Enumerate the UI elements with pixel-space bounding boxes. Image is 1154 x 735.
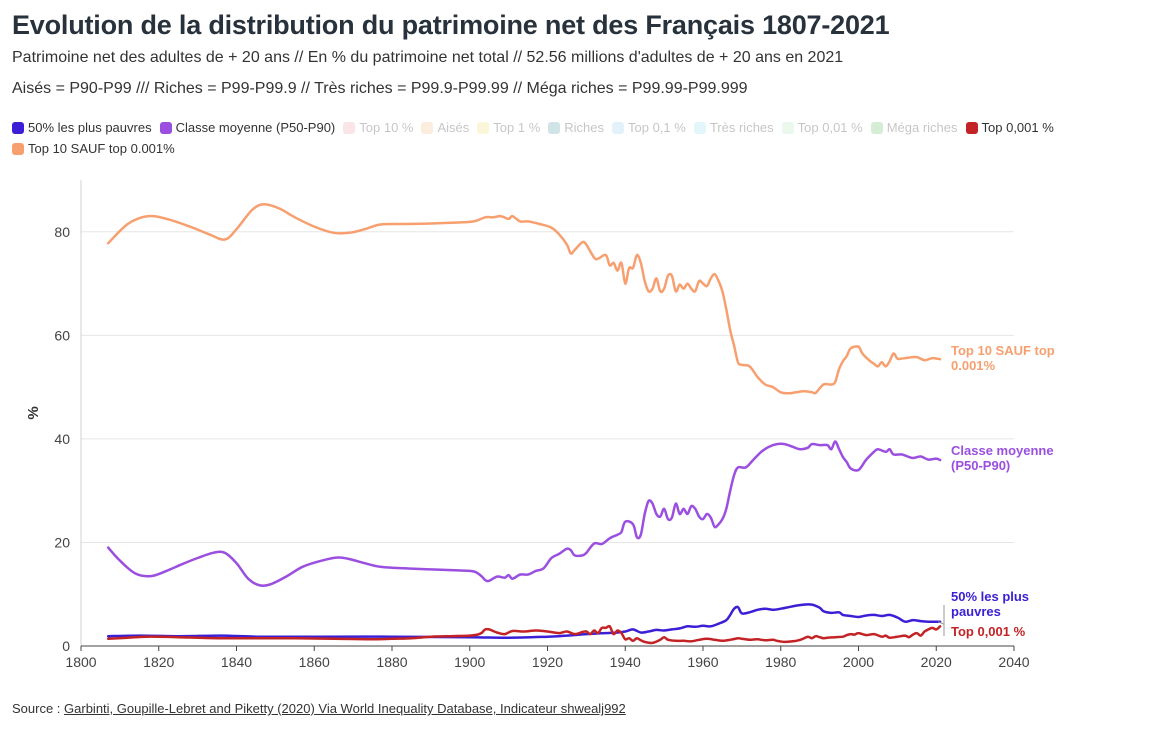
series-end-label: 50% les plus pauvres xyxy=(951,589,1029,619)
x-tick-label: 1920 xyxy=(532,654,563,670)
x-tick-label: 1860 xyxy=(299,654,330,670)
series-end-label-line: 0.001% xyxy=(951,358,996,373)
x-tick-label: 1840 xyxy=(221,654,252,670)
x-tick-label: 1980 xyxy=(765,654,796,670)
legend-item[interactable]: Top 0,001 % xyxy=(965,117,1054,138)
legend-swatch xyxy=(421,121,434,134)
legend-label: Très riches xyxy=(709,120,774,135)
legend-item[interactable]: Top 0,1 % xyxy=(612,117,686,138)
label-connector xyxy=(937,605,945,636)
legend-item[interactable]: Top 1 % xyxy=(477,117,540,138)
y-tick-label: 80 xyxy=(54,224,70,240)
legend-label: Méga riches xyxy=(886,120,958,135)
legend-item[interactable]: Méga riches xyxy=(870,117,958,138)
series-end-label-line: 50% les plus xyxy=(951,589,1029,604)
legend-swatch xyxy=(781,121,794,134)
legend-swatch xyxy=(965,121,978,134)
x-tick-label: 1800 xyxy=(65,654,96,670)
x-tick-label: 1960 xyxy=(687,654,718,670)
series-line xyxy=(106,440,942,588)
series-end-label: Top 0,001 % xyxy=(951,624,1026,639)
legend-swatch xyxy=(12,142,24,155)
series-end-label-line: Classe moyenne xyxy=(951,443,1054,458)
series-end-label-line: pauvres xyxy=(951,604,1001,619)
x-tick-label: 1900 xyxy=(454,654,485,670)
legend-label: Top 0,01 % xyxy=(797,120,863,135)
legend-item[interactable]: Riches xyxy=(548,117,604,138)
series-line xyxy=(106,603,942,639)
legend-swatch xyxy=(870,121,883,134)
legend-label: Top 0,001 % xyxy=(981,120,1054,135)
legend-label: Top 10 SAUF top 0.001% xyxy=(28,141,175,156)
x-tick-label: 2000 xyxy=(843,654,874,670)
legend-item[interactable]: Classe moyenne (P50-P90) xyxy=(159,117,336,138)
x-tick-label: 1820 xyxy=(143,654,174,670)
chart-note: Aisés = P90-P99 /// Riches = P99-P99.9 /… xyxy=(12,80,748,97)
legend-swatch xyxy=(343,121,356,134)
legend-label: Top 0,1 % xyxy=(628,120,686,135)
legend-swatch xyxy=(159,121,172,134)
source-note: Source : Garbinti, Goupille-Lebret and P… xyxy=(12,701,626,716)
y-axis-label: % xyxy=(25,406,42,419)
series-end-label: Top 10 SAUF top 0.001% xyxy=(951,343,1055,373)
series-end-label-line: (P50-P90) xyxy=(951,458,1010,473)
legend-label: Riches xyxy=(564,120,605,135)
x-tick-label: 1940 xyxy=(610,654,641,670)
series-end-label-line: Top 10 SAUF top xyxy=(951,343,1055,358)
legend-swatch xyxy=(12,121,24,134)
legend-label: 50% les plus pauvres xyxy=(28,120,152,135)
series-end-label: Classe moyenne (P50-P90) xyxy=(951,443,1054,473)
chart-title: Evolution de la distribution du patrimoi… xyxy=(12,10,890,40)
legend-item[interactable]: 50% les plus pauvres xyxy=(12,117,152,138)
series-line xyxy=(106,203,942,395)
legend-label: Classe moyenne (P50-P90) xyxy=(175,120,336,135)
legend-label: Top 1 % xyxy=(493,120,541,135)
chart-subtitle: Patrimoine net des adultes de + 20 ans /… xyxy=(12,49,844,66)
y-tick-label: 20 xyxy=(54,534,70,550)
y-tick-label: 40 xyxy=(54,431,70,447)
legend-item[interactable]: Top 10 % xyxy=(343,117,413,138)
legend-swatch xyxy=(612,121,625,134)
legend-swatch xyxy=(693,121,706,134)
legend-item[interactable]: Aisés xyxy=(421,117,469,138)
legend: 50% les plus pauvres Classe moyenne (P50-… xyxy=(12,117,1132,159)
x-tick-label: 1880 xyxy=(376,654,407,670)
series-line xyxy=(106,624,942,645)
series-end-label-line: Top 0,001 % xyxy=(951,624,1026,639)
x-tick-label: 2040 xyxy=(998,654,1029,670)
source-prefix: Source : xyxy=(12,701,65,716)
legend-swatch xyxy=(477,121,490,134)
legend-item[interactable]: Très riches xyxy=(693,117,774,138)
legend-label: Top 10 % xyxy=(359,120,414,135)
source-link[interactable]: Garbinti, Goupille-Lebret and Piketty (2… xyxy=(64,701,626,716)
y-tick-label: 0 xyxy=(62,638,70,654)
y-tick-label: 60 xyxy=(54,327,70,343)
legend-item[interactable]: Top 0,01 % xyxy=(781,117,863,138)
legend-swatch xyxy=(548,121,561,134)
x-tick-label: 2020 xyxy=(921,654,952,670)
legend-label: Aisés xyxy=(437,120,470,135)
legend-item[interactable]: Top 10 SAUF top 0.001% xyxy=(12,138,175,159)
